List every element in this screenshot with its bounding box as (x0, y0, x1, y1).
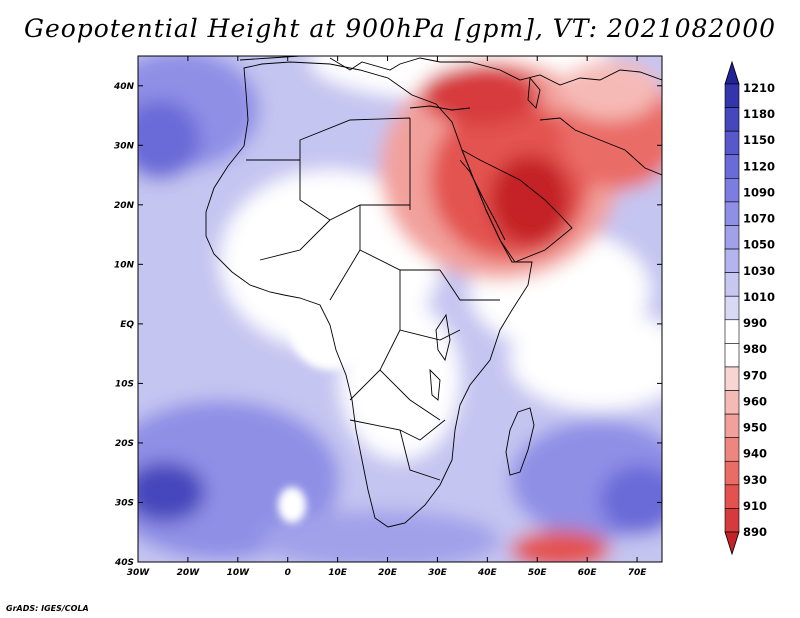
colorbar-bottom-triangle (724, 531, 740, 556)
colorbar-box (724, 272, 740, 297)
y-tick-label: 30S (115, 498, 134, 508)
colorbar-box (724, 248, 740, 273)
colorbar-label: 910 (743, 499, 767, 513)
colorbar-label: 1210 (743, 81, 775, 95)
colorbar-box (724, 413, 740, 438)
colorbar-top-triangle (724, 60, 740, 85)
colorbar-label: 1150 (743, 133, 775, 147)
x-tick-label: 50E (528, 568, 548, 578)
colorbar-label: 980 (743, 342, 767, 356)
colorbar-label: 960 (743, 394, 767, 408)
coastline-outlines (205, 56, 662, 528)
colorbar-box (724, 154, 740, 179)
colorbar-label: 1050 (743, 238, 775, 252)
y-tick-label: 30N (114, 141, 135, 151)
colorbar-label: 990 (743, 316, 767, 330)
colorbar-box (724, 508, 740, 533)
y-tick-label: 10N (114, 260, 135, 270)
x-tick-label: 30W (127, 568, 151, 578)
colorbar-label: 970 (743, 368, 767, 382)
colorbar-box (724, 295, 740, 321)
x-tick-label: 30E (428, 568, 448, 578)
y-tick-label: 40N (113, 82, 135, 92)
y-tick-label: 10S (115, 379, 134, 389)
colorbar-box (724, 390, 740, 415)
colorbar-box (724, 343, 740, 368)
x-axis-labels: 30W 20W 10W 0 10E 20E 30E 40E 50E 60E 70E (127, 568, 647, 578)
colorbar-box (724, 460, 740, 486)
colorbar-box (724, 437, 740, 462)
colorbar-label: 1010 (743, 290, 775, 304)
geopotential-field (138, 56, 662, 562)
x-tick-label: 20E (378, 568, 398, 578)
x-tick-label: 20W (177, 568, 201, 578)
colorbar-box (724, 225, 740, 250)
y-tick-label: EQ (120, 320, 134, 330)
colorbar-box (724, 366, 740, 391)
x-tick-label: 60E (578, 568, 598, 578)
y-axis-labels: 40S 30S 20S 10S EQ 10N 20N 30N 40N (113, 82, 135, 568)
y-tick-label: 20N (114, 201, 135, 211)
x-tick-label: 40E (477, 568, 498, 578)
y-tick-label: 40S (114, 558, 134, 568)
x-tick-label: 70E (628, 568, 648, 578)
colorbar-label: 1070 (743, 212, 775, 226)
colorbar-box (724, 319, 740, 344)
colorbar: 1210 1180 1150 1120 1090 1070 1050 1030 1010 990 9… (724, 60, 775, 556)
map-title: Geopotential Height at 900hPa [gpm], VT:… (23, 14, 777, 43)
x-tick-label: 0 (285, 568, 291, 578)
colorbar-label: 940 (743, 447, 767, 461)
x-tick-label: 10E (328, 568, 348, 578)
colorbar-label: 930 (743, 473, 767, 487)
colorbar-box (724, 83, 740, 108)
axis-ticks (137, 56, 662, 563)
colorbar-label: 1090 (743, 185, 775, 199)
colorbar-label: 890 (743, 525, 767, 539)
colorbar-box (724, 201, 740, 226)
map-frame (137, 55, 663, 563)
colorbar-box (724, 484, 740, 509)
colorbar-box (724, 107, 740, 132)
colorbar-label: 950 (743, 421, 767, 435)
colorbar-box (724, 130, 740, 156)
colorbar-label: 1120 (743, 159, 775, 173)
x-tick-label: 10W (227, 568, 251, 578)
colorbar-box (724, 178, 740, 203)
credit-text: GrADS: IGES/COLA (6, 604, 89, 613)
colorbar-label: 1180 (743, 107, 775, 121)
colorbar-label: 1030 (743, 264, 775, 278)
y-tick-label: 20S (115, 439, 134, 449)
